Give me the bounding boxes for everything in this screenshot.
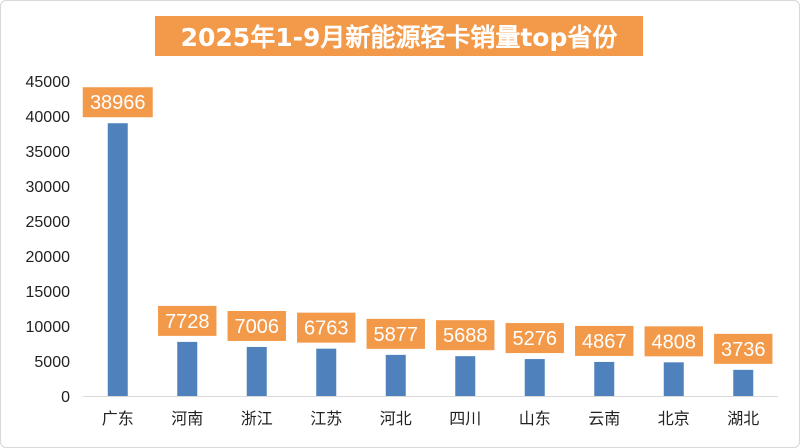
bar <box>107 123 128 396</box>
x-tick-label: 湖北 <box>727 409 759 428</box>
x-tick-label: 江苏 <box>310 409 342 428</box>
chart-title: 2025年1-9月新能源轻卡销量top省份 <box>180 23 618 52</box>
data-label-box <box>82 87 153 118</box>
data-label: 5276 <box>513 328 558 350</box>
data-label: 7006 <box>235 316 280 338</box>
y-tick-label: 35000 <box>26 144 71 161</box>
y-tick-label: 20000 <box>26 249 71 266</box>
data-label-box <box>575 325 634 356</box>
data-label-box <box>644 326 703 357</box>
chart-title-box: 2025年1-9月新能源轻卡销量top省份 <box>155 16 643 56</box>
bar <box>663 362 684 396</box>
data-label-box <box>297 312 356 343</box>
y-tick-label: 5000 <box>34 354 70 371</box>
bar <box>177 341 198 396</box>
data-label: 4867 <box>582 331 627 353</box>
data-labels: 38966 7728 7006 6763 5877 5688 5276 4867 4808 373… <box>82 87 773 364</box>
x-tick-label: 广东 <box>102 409 134 428</box>
bar <box>246 346 267 396</box>
data-label-box <box>505 323 564 354</box>
bar <box>733 369 754 396</box>
data-label: 3736 <box>721 339 766 361</box>
x-tick-label: 浙江 <box>241 409 273 428</box>
bar <box>385 354 406 396</box>
data-label: 6763 <box>304 318 349 340</box>
bar <box>524 359 545 396</box>
data-label: 5688 <box>443 325 488 347</box>
x-tick-label: 云南 <box>588 409 620 428</box>
x-tick-label: 四川 <box>449 409 481 428</box>
bar <box>594 361 615 396</box>
bar <box>316 348 337 396</box>
y-tick-label: 30000 <box>26 179 71 196</box>
y-tick-label: 45000 <box>26 74 71 91</box>
data-label-box <box>366 318 425 349</box>
x-tick-label: 北京 <box>658 409 690 428</box>
x-tick-label: 河南 <box>171 409 203 428</box>
y-axis: 0 5000 10000 15000 20000 25000 30000 35000 40000… <box>26 74 71 406</box>
bar-series <box>107 123 754 396</box>
data-label-box <box>227 310 286 341</box>
x-tick-label: 山东 <box>519 409 551 428</box>
data-label-box <box>436 320 495 351</box>
y-tick-label: 15000 <box>26 284 71 301</box>
data-label-box <box>158 305 217 336</box>
y-tick-label: 25000 <box>26 214 71 231</box>
y-tick-label: 0 <box>61 389 70 406</box>
bar <box>455 356 476 396</box>
data-label: 5877 <box>374 324 419 346</box>
x-axis: 广东 河南 浙江 江苏 河北 四川 山东 云南 北京 湖北 <box>102 409 760 428</box>
y-tick-label: 40000 <box>26 109 71 126</box>
data-label: 7728 <box>165 311 210 333</box>
x-tick-label: 河北 <box>380 409 412 428</box>
y-tick-label: 10000 <box>26 319 71 336</box>
data-label: 38966 <box>90 92 146 114</box>
data-label: 4808 <box>652 331 697 353</box>
data-label-box <box>714 333 773 364</box>
